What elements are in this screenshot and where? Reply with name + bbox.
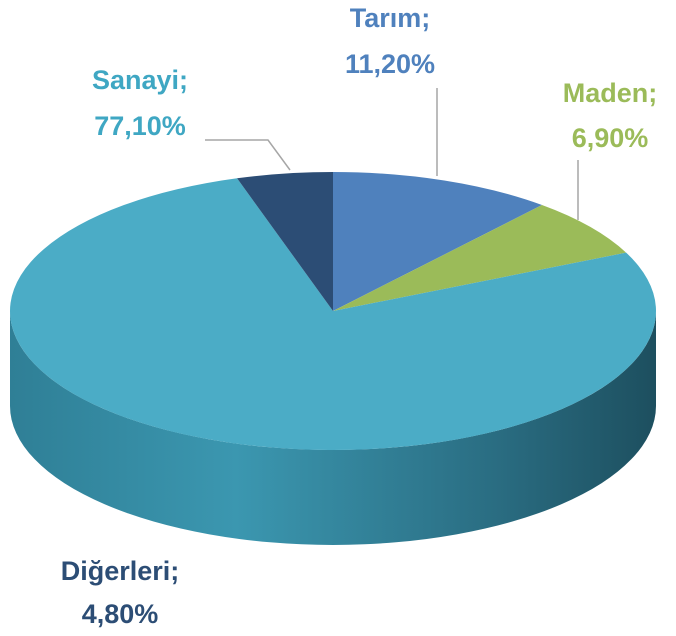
value-label: 6,90% [572, 123, 649, 153]
pie-slice [333, 205, 627, 311]
category-name: Diğerleri [61, 556, 171, 586]
data-labels: Tarım; 11,20% Maden; 6,90% Sanayi; 77,10% Diğe… [61, 3, 658, 629]
data-label: Diğerleri; [61, 556, 180, 586]
pie-slice [237, 172, 333, 311]
category-name: Tarım [350, 3, 422, 33]
leader-line [205, 139, 291, 171]
data-label: Tarım; [350, 3, 431, 33]
pie-side [10, 311, 656, 545]
value-label: 4,80% [82, 599, 159, 629]
value-label: 11,20% [345, 49, 435, 79]
category-name: Sanayi [92, 65, 179, 95]
separator: ; [648, 78, 657, 108]
data-label: Sanayi; [92, 65, 188, 95]
pie [9, 172, 656, 545]
pie-slice [333, 172, 542, 311]
value-label: 77,10% [94, 111, 186, 141]
separator: ; [421, 3, 430, 33]
separator: ; [170, 556, 179, 586]
category-name: Maden [563, 78, 649, 108]
data-label: Maden; [563, 78, 658, 108]
pie-slice [9, 178, 656, 450]
separator: ; [179, 65, 188, 95]
